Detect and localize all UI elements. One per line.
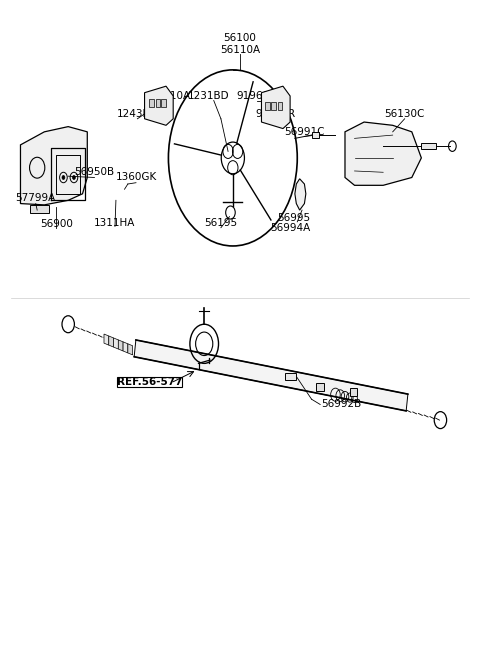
Polygon shape — [421, 143, 436, 149]
Bar — [272, 102, 276, 110]
Text: 56992B: 56992B — [321, 400, 361, 409]
Polygon shape — [128, 344, 132, 355]
Text: 1231BD: 1231BD — [188, 91, 230, 101]
Text: 56995: 56995 — [277, 213, 310, 223]
Text: 56900: 56900 — [40, 219, 72, 229]
Bar — [156, 98, 160, 107]
Circle shape — [72, 176, 75, 179]
Polygon shape — [350, 388, 357, 396]
Text: 1311HA: 1311HA — [94, 218, 136, 228]
Bar — [149, 98, 154, 107]
Polygon shape — [21, 126, 87, 205]
Text: 1243BC: 1243BC — [117, 109, 158, 119]
Polygon shape — [295, 179, 306, 210]
Text: 56100
56110A: 56100 56110A — [220, 33, 260, 54]
Polygon shape — [114, 338, 118, 349]
Text: REF.56-577: REF.56-577 — [117, 377, 182, 386]
Polygon shape — [30, 205, 49, 214]
Polygon shape — [345, 122, 421, 185]
Polygon shape — [118, 340, 123, 351]
Text: 57799A: 57799A — [16, 193, 56, 203]
Text: 96710A: 96710A — [151, 91, 191, 101]
Bar — [265, 102, 270, 110]
Polygon shape — [312, 132, 319, 138]
Bar — [161, 98, 166, 107]
Polygon shape — [123, 342, 128, 353]
Polygon shape — [316, 383, 324, 391]
Polygon shape — [144, 86, 173, 125]
Text: 56994A: 56994A — [270, 223, 311, 233]
Text: 56195: 56195 — [204, 218, 238, 228]
Polygon shape — [104, 334, 109, 345]
Text: 96710R: 96710R — [256, 109, 296, 119]
Text: 56991C: 56991C — [284, 127, 324, 137]
Circle shape — [62, 176, 65, 179]
Text: 91960H: 91960H — [236, 91, 277, 101]
Text: 56950B: 56950B — [74, 167, 115, 178]
Polygon shape — [285, 373, 296, 380]
Polygon shape — [109, 336, 114, 347]
Polygon shape — [134, 340, 408, 411]
Bar — [278, 102, 282, 110]
Text: 1360GK: 1360GK — [115, 172, 156, 183]
Polygon shape — [262, 86, 290, 128]
Text: 56130C: 56130C — [384, 109, 425, 119]
